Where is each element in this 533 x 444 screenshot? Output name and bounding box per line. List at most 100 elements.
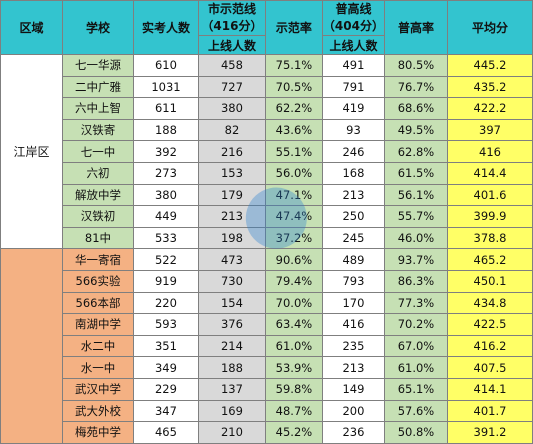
city-line-count-cell: 473 [197, 248, 266, 271]
school-cell: 566实验 [61, 269, 134, 293]
avg-score-cell: 414.4 [446, 161, 533, 185]
avg-score-cell: 407.5 [446, 356, 533, 379]
table-row: 汉铁寄 188 82 43.6% 93 49.5% 397 [1, 118, 533, 142]
table-row: 江岸区 七一华源 610 458 75.1% 491 80.5% 445.2 [0, 53, 533, 250]
gen-rate-cell: 68.6% [383, 97, 448, 120]
group-second: 华一寄宿 522 473 90.6% 489 93.7% 465.2 566实验 919 730 7… [0, 248, 533, 444]
city-rate-cell: 45.2% [264, 421, 323, 444]
city-line-count-cell: 727 [197, 75, 266, 99]
gen-rate-cell: 70.2% [383, 313, 448, 336]
table-row: 解放中学 380 179 47.1% 213 56.1% 401.6 [1, 183, 533, 207]
gen-line-count-cell: 168 [321, 161, 385, 185]
gen-line-count-cell: 93 [321, 118, 385, 142]
exam-count-cell: 533 [132, 226, 199, 250]
avg-score-cell: 414.1 [446, 377, 533, 401]
school-cell: 武汉中学 [61, 377, 134, 401]
school-cell: 汉铁初 [61, 205, 134, 228]
city-line-count-cell: 210 [197, 421, 266, 444]
gen-line-count-cell: 236 [321, 421, 385, 444]
exam-count-cell: 229 [132, 377, 199, 401]
school-cell: 解放中学 [61, 183, 134, 207]
gen-line-count-cell: 213 [321, 183, 385, 207]
school-cell: 六初 [61, 161, 134, 185]
city-rate-cell: 90.6% [264, 248, 323, 271]
exam-count-cell: 610 [132, 54, 199, 77]
header-city-line-score: （416分） [201, 19, 263, 33]
exam-count-cell: 611 [132, 97, 199, 120]
gen-line-count-cell: 213 [321, 356, 385, 379]
exam-count-cell: 392 [132, 140, 199, 163]
avg-score-cell: 435.2 [446, 75, 533, 99]
header-city-line-sub: 上线人数 [197, 35, 266, 55]
exam-count-cell: 349 [132, 356, 199, 379]
city-rate-cell: 53.9% [264, 356, 323, 379]
school-cell: 水二中 [61, 334, 134, 358]
city-rate-cell: 62.2% [264, 97, 323, 120]
school-cell: 梅苑中学 [61, 421, 134, 444]
region-cell [0, 248, 63, 444]
gen-rate-cell: 77.3% [383, 291, 448, 315]
table-row: 华一寄宿 522 473 90.6% 489 93.7% 465.2 [0, 248, 533, 444]
city-line-count-cell: 198 [197, 226, 266, 250]
table-row: 水一中 349 188 53.9% 213 61.0% 407.5 [1, 356, 533, 379]
gen-line-count-cell: 170 [321, 291, 385, 315]
avg-score-cell: 378.8 [446, 226, 533, 250]
gen-rate-cell: 55.7% [383, 205, 448, 228]
gen-line-count-cell: 149 [321, 377, 385, 401]
table-row: 二中广雅 1031 727 70.5% 791 76.7% 435.2 [1, 75, 533, 99]
avg-score-cell: 434.8 [446, 291, 533, 315]
avg-score-cell: 465.2 [446, 248, 533, 271]
avg-score-cell: 397 [446, 118, 533, 142]
city-line-count-cell: 154 [197, 291, 266, 315]
city-line-count-cell: 380 [197, 97, 266, 120]
city-line-count-cell: 188 [197, 356, 266, 379]
school-cell: 七一华源 [61, 54, 134, 77]
table-row: 六中上智 611 380 62.2% 419 68.6% 422.2 [1, 97, 533, 120]
header-city-line: 市示范线 （416分） [197, 0, 266, 36]
gen-rate-cell: 86.3% [383, 269, 448, 293]
header-exam-count: 实考人数 [132, 0, 199, 55]
city-line-count-cell: 137 [197, 377, 266, 401]
school-cell: 华一寄宿 [61, 248, 134, 271]
city-line-count-cell: 82 [197, 118, 266, 142]
city-rate-cell: 70.5% [264, 75, 323, 99]
header-city-line-title: 市示范线 [207, 2, 256, 16]
gen-line-count-cell: 416 [321, 313, 385, 336]
gen-rate-cell: 76.7% [383, 75, 448, 99]
city-rate-cell: 47.1% [264, 183, 323, 207]
table-row: 南湖中学 593 376 63.4% 416 70.2% 422.5 [1, 313, 533, 336]
table-row: 566实验 919 730 79.4% 793 86.3% 450.1 [1, 269, 533, 293]
gen-line-count-cell: 250 [321, 205, 385, 228]
school-cell: 七一中 [61, 140, 134, 163]
school-cell: 566本部 [61, 291, 134, 315]
avg-score-cell: 391.2 [446, 421, 533, 444]
group-jiangan: 江岸区 七一华源 610 458 75.1% 491 80.5% 445.2 二中广雅 1031 7… [0, 53, 533, 250]
region-cell: 江岸区 [0, 53, 63, 250]
city-rate-cell: 47.4% [264, 205, 323, 228]
header-gen-line-title: 普高线 [335, 2, 372, 16]
city-rate-cell: 61.0% [264, 334, 323, 358]
gen-rate-cell: 62.8% [383, 140, 448, 163]
table-row: 梅苑中学 465 210 45.2% 236 50.8% 391.2 [1, 421, 533, 444]
header-gen-line-sub: 上线人数 [321, 35, 385, 55]
gen-rate-cell: 65.1% [383, 377, 448, 401]
table-row: 水二中 351 214 61.0% 235 67.0% 416.2 [1, 334, 533, 358]
gen-rate-cell: 56.1% [383, 183, 448, 207]
avg-score-cell: 401.6 [446, 183, 533, 207]
table-row: 六初 273 153 56.0% 168 61.5% 414.4 [1, 161, 533, 185]
exam-count-cell: 465 [132, 421, 199, 444]
gen-line-count-cell: 246 [321, 140, 385, 163]
gen-rate-cell: 49.5% [383, 118, 448, 142]
school-cell: 汉铁寄 [61, 118, 134, 142]
gen-line-count-cell: 419 [321, 97, 385, 120]
exam-count-cell: 220 [132, 291, 199, 315]
avg-score-cell: 422.2 [446, 97, 533, 120]
header-gen-line-score: （404分） [322, 19, 384, 33]
city-rate-cell: 37.2% [264, 226, 323, 250]
city-rate-cell: 70.0% [264, 291, 323, 315]
exam-count-cell: 919 [132, 269, 199, 293]
header-avg: 平均分 [446, 0, 533, 55]
city-line-count-cell: 214 [197, 334, 266, 358]
gen-rate-cell: 61.5% [383, 161, 448, 185]
